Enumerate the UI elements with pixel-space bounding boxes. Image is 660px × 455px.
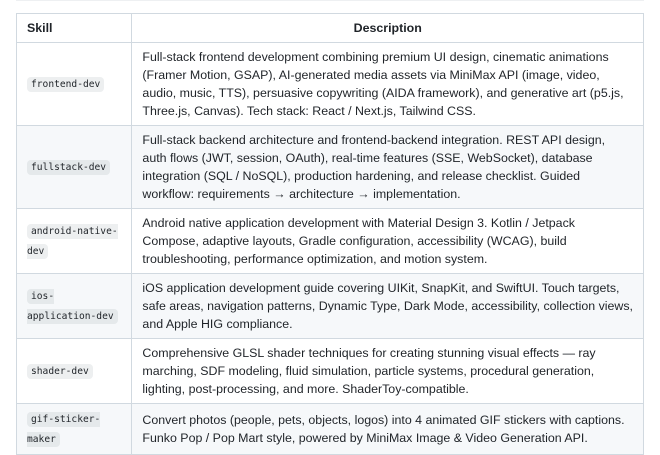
description-cell: Comprehensive GLSL shader techniques for… [131,338,644,404]
table-row: frontend-dev Full-stack frontend developm… [15,42,644,126]
description-line: Full-stack frontend development combinin… [142,50,609,64]
skill-cell: android-native-dev [15,208,133,274]
skill-cell: ios-application-dev [15,273,133,339]
skill-name: android-native-dev [27,224,118,259]
table-row: shader-dev Comprehensive GLSL shader tech… [15,338,644,404]
skill-name: gif-sticker-maker [27,412,101,447]
skill-name: shader-dev [27,364,93,379]
divider [16,0,644,1]
description-line: Convert photos (people, pets, objects, l… [142,413,625,427]
description-line: auth flows (JWT, session, OAuth), real-t… [142,151,593,165]
table-row: gif-sticker-maker Convert photos (people,… [15,403,644,455]
description-cell: Full-stack frontend development combinin… [131,42,644,126]
description-line: workflow: requirements → architecture → … [142,187,461,201]
description-line: lighting, post-processing, and more. Sha… [142,382,469,396]
table-row: android-native-dev Android native applica… [15,208,644,274]
description-cell: Convert photos (people, pets, objects, l… [131,403,644,455]
description-line: Funko Pop / Pop Mart style, powered by M… [142,431,588,445]
description-line: Comprehensive GLSL shader techniques for… [142,346,596,360]
description-line: and Apple HIG compliance. [142,317,293,331]
description-cell: iOS application development guide coveri… [131,273,644,339]
description-line: iOS application development guide coveri… [142,281,620,295]
table-row: ios-application-dev iOS application devel… [15,273,644,339]
description-cell: Full-stack backend architecture and fron… [131,125,644,209]
description-line: Three.js, Canvas). Tech stack: React / N… [142,104,476,118]
description-line: marching, SDF modeling, fluid simulation… [142,364,595,378]
skills-table: Skill Description frontend-dev Full-stack… [15,13,644,455]
skill-name: ios-application-dev [27,289,118,324]
description-line: Full-stack backend architecture and fron… [142,133,606,147]
description-cell: Android native application development w… [131,208,644,274]
skill-cell: gif-sticker-maker [15,403,133,455]
description-line: troubleshooting, performance optimizatio… [142,252,488,266]
description-line: Android native application development w… [142,216,575,230]
skill-cell: fullstack-dev [15,125,133,209]
skill-name: fullstack-dev [27,160,111,175]
description-line: Compose, adaptive layouts, Gradle config… [142,234,567,248]
skill-cell: shader-dev [15,338,133,404]
skill-name: frontend-dev [27,77,105,92]
description-line: safe areas, navigation patterns, Dynamic… [142,299,633,313]
header-description: Description [131,13,644,43]
table-header-row: Skill Description [15,13,644,43]
table-row: fullstack-dev Full-stack backend architec… [15,125,644,209]
skill-cell: frontend-dev [15,42,133,126]
description-line: integration (SQL / NoSQL), production ha… [142,169,581,183]
header-skill: Skill [15,13,133,43]
description-line: audio, music, TTS), persuasive copywriti… [142,86,624,100]
description-line: (Framer Motion, GSAP), AI-generated medi… [142,68,600,82]
